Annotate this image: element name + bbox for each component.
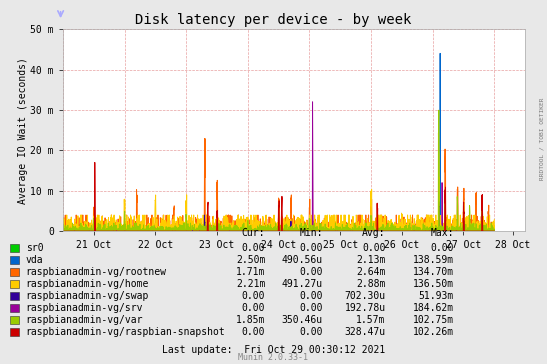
Text: 2.88m: 2.88m (356, 279, 386, 289)
Text: raspbianadmin-vg/raspbian-snapshot: raspbianadmin-vg/raspbian-snapshot (26, 327, 225, 337)
Text: 102.26m: 102.26m (413, 327, 454, 337)
Text: 184.62m: 184.62m (413, 303, 454, 313)
Text: Max:: Max: (430, 229, 454, 238)
Text: 2.64m: 2.64m (356, 267, 386, 277)
Text: Min:: Min: (299, 229, 323, 238)
Text: 2.13m: 2.13m (356, 255, 386, 265)
Text: 0.00: 0.00 (299, 303, 323, 313)
Text: 702.30u: 702.30u (345, 291, 386, 301)
Text: 0.00: 0.00 (299, 243, 323, 253)
Text: 0.00: 0.00 (362, 243, 386, 253)
Text: Last update:  Fri Oct 29 00:30:12 2021: Last update: Fri Oct 29 00:30:12 2021 (162, 345, 385, 355)
Text: Cur:: Cur: (242, 229, 265, 238)
Text: 134.70m: 134.70m (413, 267, 454, 277)
Text: 0.00: 0.00 (242, 291, 265, 301)
Text: Disk latency per device - by week: Disk latency per device - by week (135, 13, 412, 27)
Text: 0.00: 0.00 (242, 327, 265, 337)
Text: raspbianadmin-vg/srv: raspbianadmin-vg/srv (26, 303, 143, 313)
Text: 2.21m: 2.21m (236, 279, 265, 289)
Text: raspbianadmin-vg/rootnew: raspbianadmin-vg/rootnew (26, 267, 167, 277)
Text: raspbianadmin-vg/home: raspbianadmin-vg/home (26, 279, 149, 289)
Text: raspbianadmin-vg/swap: raspbianadmin-vg/swap (26, 291, 149, 301)
Text: Avg:: Avg: (362, 229, 386, 238)
Text: 490.56u: 490.56u (282, 255, 323, 265)
Text: 2.50m: 2.50m (236, 255, 265, 265)
Text: 1.85m: 1.85m (236, 315, 265, 325)
Text: 0.00: 0.00 (242, 303, 265, 313)
Text: 491.27u: 491.27u (282, 279, 323, 289)
Text: 0.00: 0.00 (242, 243, 265, 253)
Text: sr0: sr0 (26, 243, 43, 253)
Text: 102.75m: 102.75m (413, 315, 454, 325)
Text: 1.71m: 1.71m (236, 267, 265, 277)
Text: RRDTOOL / TOBI OETIKER: RRDTOOL / TOBI OETIKER (539, 97, 544, 179)
Text: 1.57m: 1.57m (356, 315, 386, 325)
Text: 350.46u: 350.46u (282, 315, 323, 325)
Text: 328.47u: 328.47u (345, 327, 386, 337)
Text: 192.78u: 192.78u (345, 303, 386, 313)
Text: 0.00: 0.00 (430, 243, 454, 253)
Text: Munin 2.0.33-1: Munin 2.0.33-1 (238, 353, 309, 362)
Text: 138.59m: 138.59m (413, 255, 454, 265)
Text: 0.00: 0.00 (299, 327, 323, 337)
Y-axis label: Average IO Wait (seconds): Average IO Wait (seconds) (18, 57, 27, 203)
Text: 0.00: 0.00 (299, 267, 323, 277)
Text: 136.50m: 136.50m (413, 279, 454, 289)
Text: raspbianadmin-vg/var: raspbianadmin-vg/var (26, 315, 143, 325)
Text: 51.93m: 51.93m (419, 291, 454, 301)
Text: 0.00: 0.00 (299, 291, 323, 301)
Text: vda: vda (26, 255, 43, 265)
